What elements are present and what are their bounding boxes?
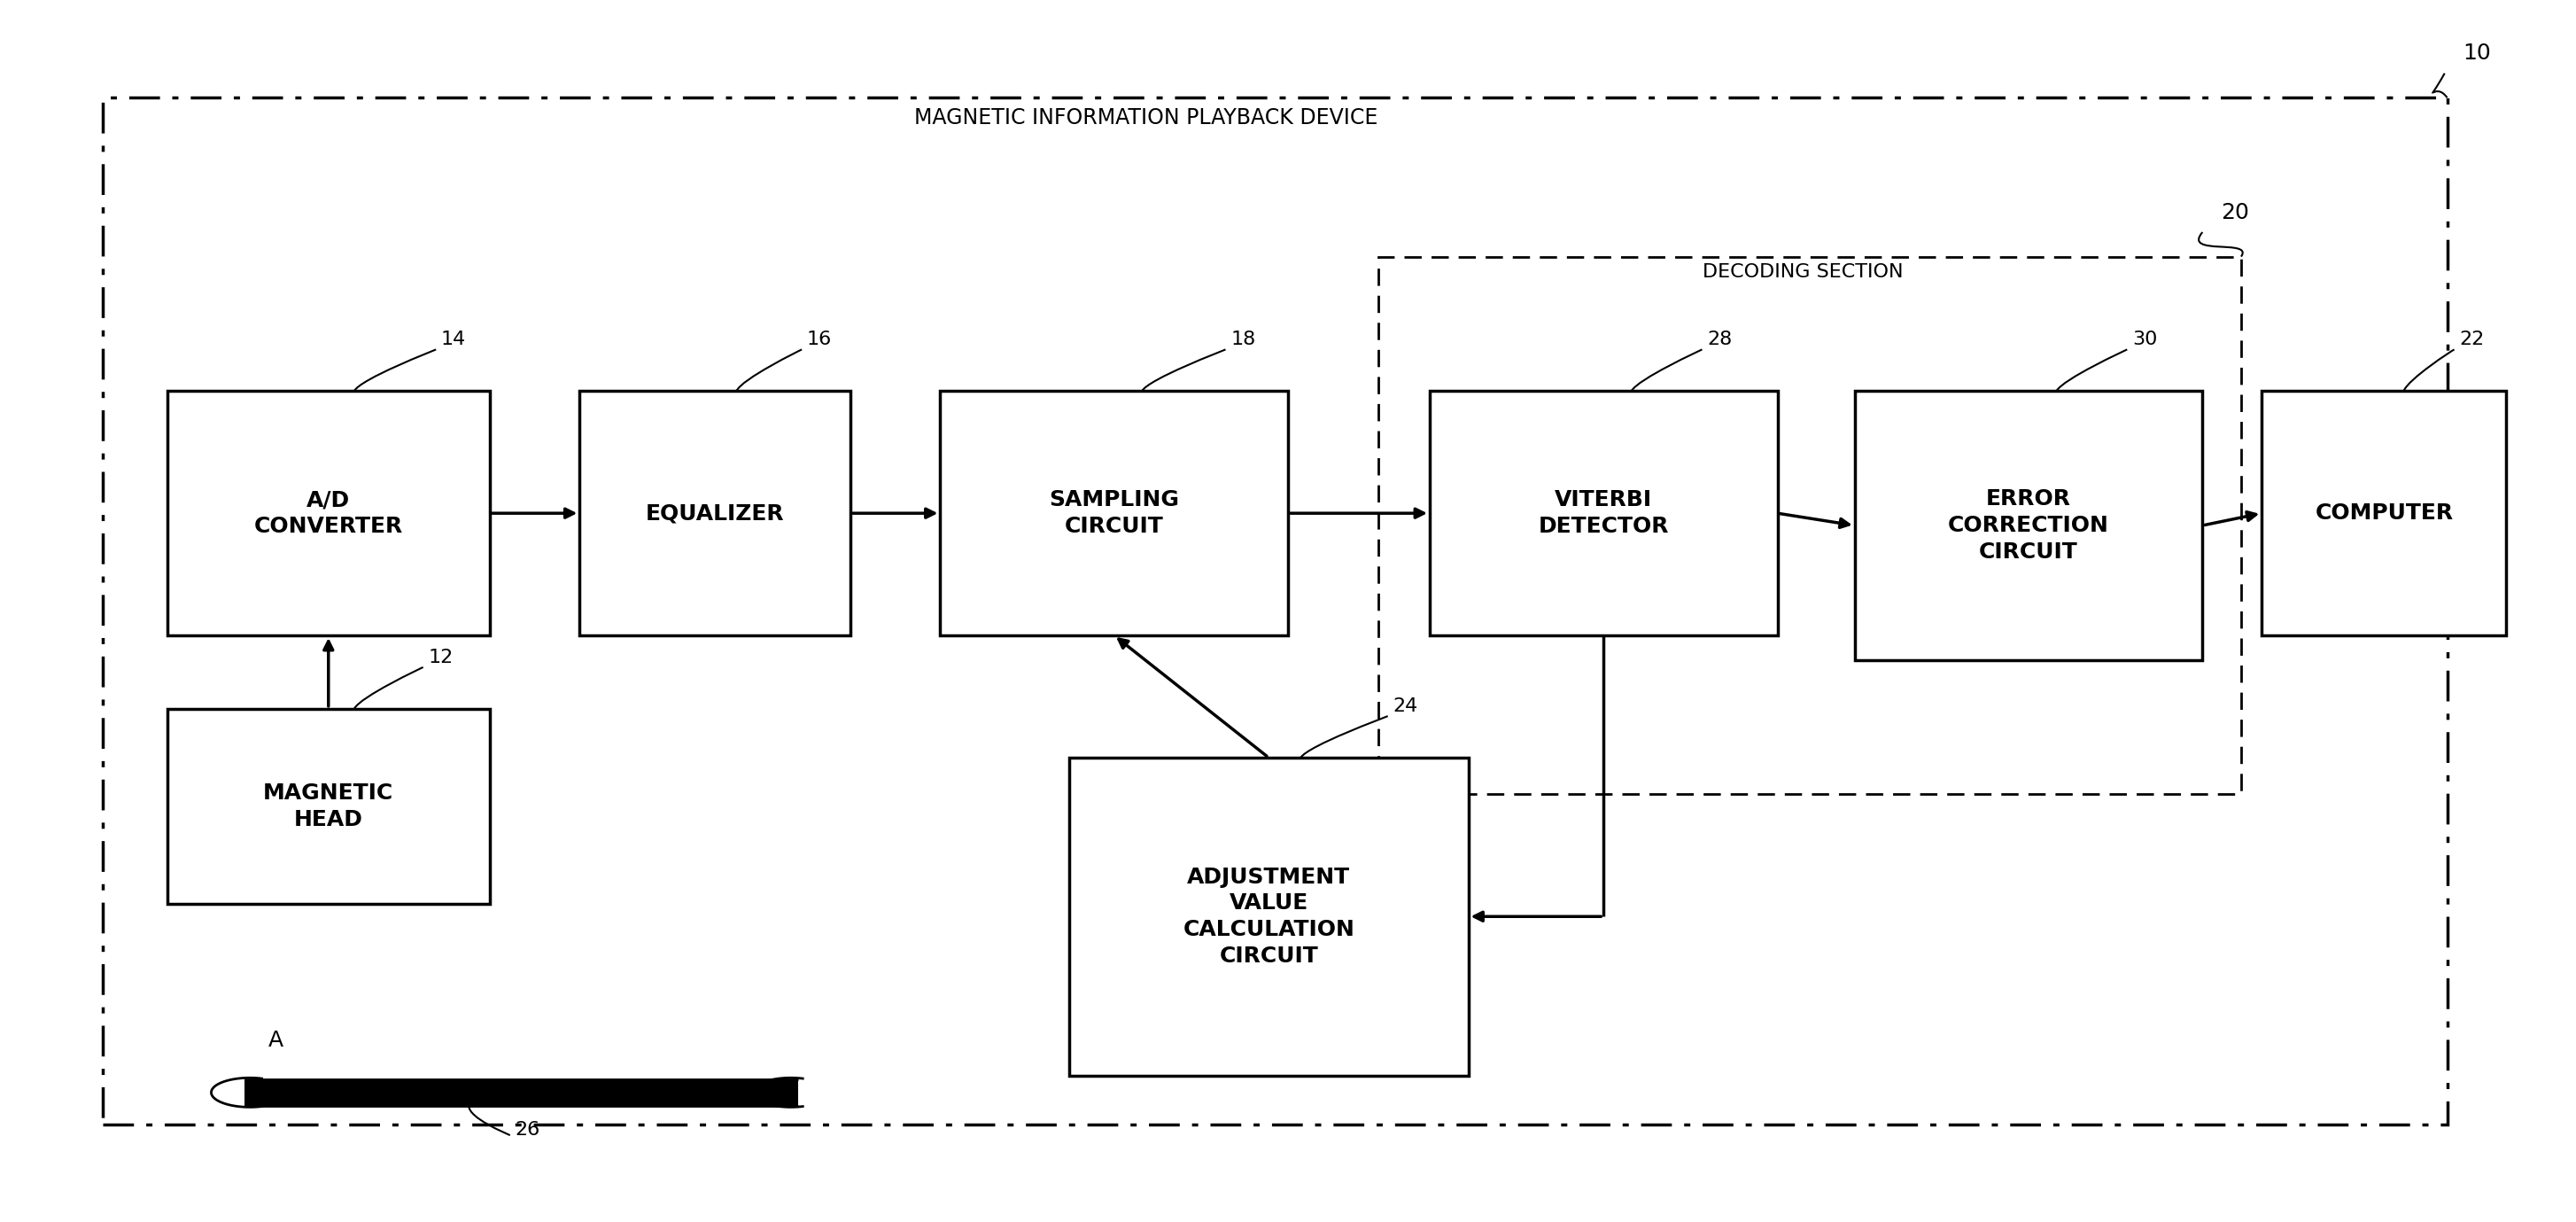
Text: DECODING SECTION: DECODING SECTION [1703, 263, 1904, 281]
Text: 28: 28 [1708, 330, 1731, 348]
Bar [940, 391, 1288, 635]
Bar [103, 98, 2447, 1124]
Bar [245, 1079, 799, 1106]
Text: VITERBI
DETECTOR: VITERBI DETECTOR [1538, 490, 1669, 536]
Text: SAMPLING
CIRCUIT: SAMPLING CIRCUIT [1048, 490, 1180, 536]
Text: ADJUSTMENT
VALUE
CALCULATION
CIRCUIT: ADJUSTMENT VALUE CALCULATION CIRCUIT [1182, 866, 1355, 967]
Text: 24: 24 [1394, 697, 1417, 715]
Text: MAGNETIC INFORMATION PLAYBACK DEVICE: MAGNETIC INFORMATION PLAYBACK DEVICE [914, 108, 1378, 128]
Bar [167, 709, 489, 904]
Text: 22: 22 [2460, 330, 2483, 348]
Text: 12: 12 [428, 648, 453, 666]
Bar [1430, 391, 1777, 635]
Text: ERROR
CORRECTION
CIRCUIT: ERROR CORRECTION CIRCUIT [1947, 489, 2110, 562]
Bar [2262, 391, 2506, 635]
Text: 16: 16 [806, 330, 832, 348]
Text: 26: 26 [515, 1121, 541, 1139]
Text: A: A [268, 1030, 283, 1051]
Text: COMPUTER: COMPUTER [2316, 502, 2452, 524]
Bar [1378, 257, 2241, 794]
Bar [1855, 391, 2202, 660]
Text: 18: 18 [1231, 330, 1255, 348]
Text: 10: 10 [2463, 43, 2491, 64]
Text: 30: 30 [2133, 330, 2159, 348]
Text: A/D
CONVERTER: A/D CONVERTER [255, 490, 402, 536]
Bar [580, 391, 850, 635]
Text: EQUALIZER: EQUALIZER [647, 502, 783, 524]
Text: 14: 14 [440, 330, 466, 348]
Text: MAGNETIC
HEAD: MAGNETIC HEAD [263, 783, 394, 830]
Bar [167, 391, 489, 635]
Bar [1069, 758, 1468, 1075]
Text: 20: 20 [2221, 202, 2249, 222]
